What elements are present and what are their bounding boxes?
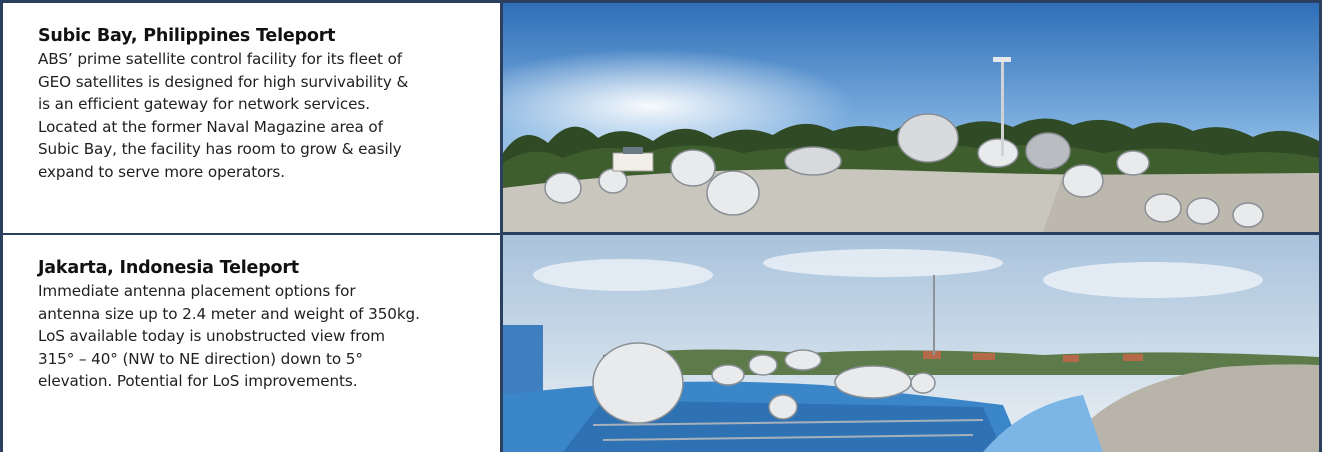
teleport-title: Subic Bay, Philippines Teleport <box>38 26 336 46</box>
teleport-description-line: LoS available today is unobstructed view… <box>38 327 385 345</box>
teleport-description-line: Immediate antenna placement options for <box>38 282 356 300</box>
jakarta-panorama-image <box>500 235 1322 452</box>
teleport-text-cell: Jakarta, Indonesia Teleport Immediate an… <box>0 235 500 452</box>
teleport-description-line: 315° – 40° (NW to NE direction) down to … <box>38 349 363 368</box>
teleport-row-jakarta: Jakarta, Indonesia Teleport Immediate an… <box>0 235 1322 452</box>
teleport-description-line: expand to serve more operators. <box>38 162 285 181</box>
teleport-description-line: Subic Bay, the facility has room to grow… <box>38 140 402 158</box>
teleport-description-line: is an efficient gateway for network serv… <box>38 95 370 113</box>
teleport-row-subic-bay: Subic Bay, Philippines Teleport ABS’ pri… <box>0 0 1322 235</box>
subic-bay-panorama-image <box>500 0 1322 235</box>
teleport-description-line: elevation. Potential for LoS improvement… <box>38 372 358 390</box>
teleport-description-line: antenna size up to 2.4 meter and weight … <box>38 304 420 323</box>
teleport-text-cell: Subic Bay, Philippines Teleport ABS’ pri… <box>0 0 500 235</box>
teleport-description-line: GEO satellites is designed for high surv… <box>38 72 409 91</box>
teleport-title: Jakarta, Indonesia Teleport <box>38 258 299 278</box>
teleport-description-line: Located at the former Naval Magazine are… <box>38 117 383 136</box>
teleport-description-line: ABS’ prime satellite control facility fo… <box>38 50 403 68</box>
